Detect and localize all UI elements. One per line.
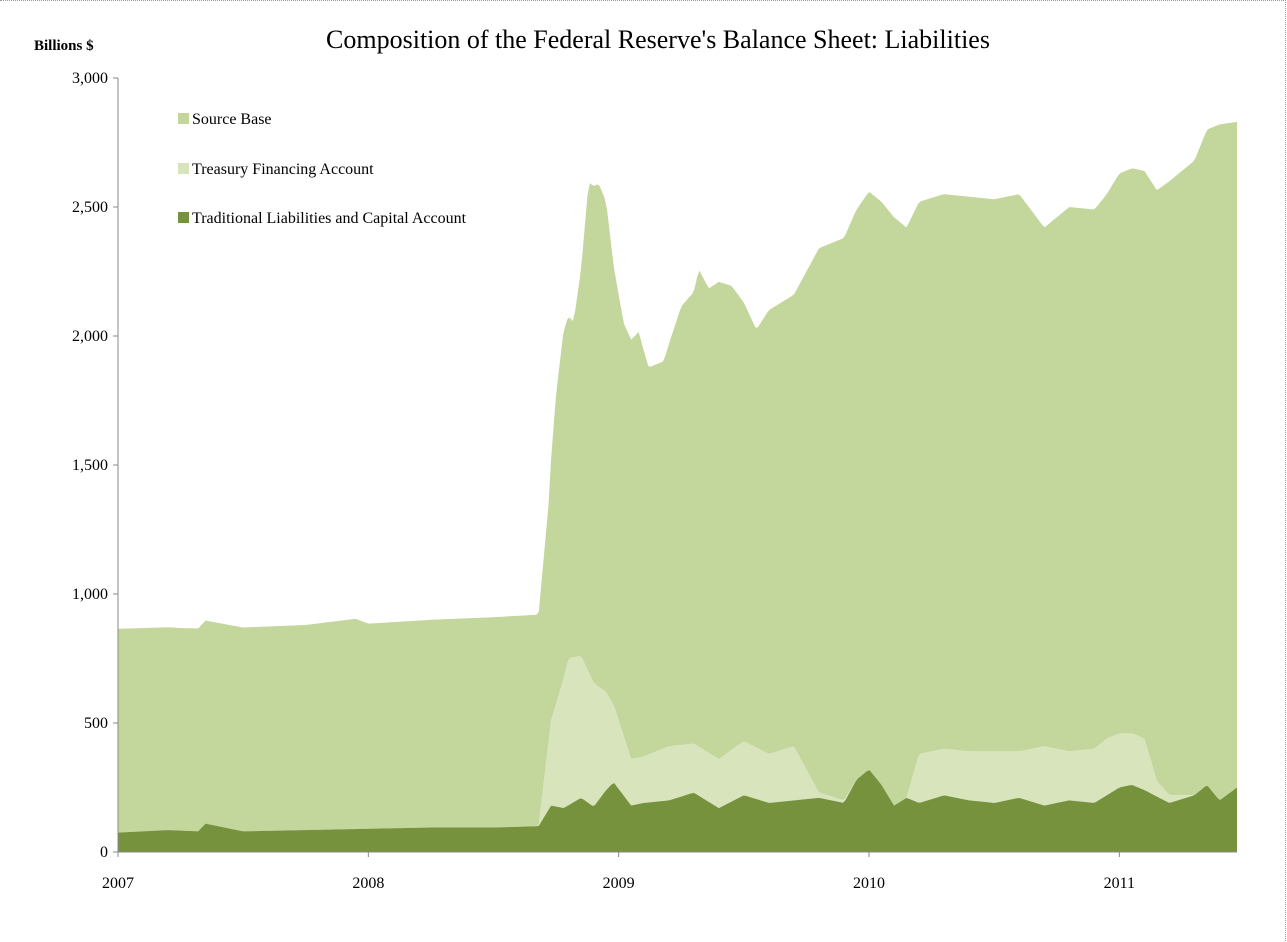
legend-swatch-source-base: [178, 113, 189, 124]
y-tick-label: 2,000: [72, 328, 108, 345]
y-axis-ticks: 0 500 1,000 1,500 2,000 2,500 3,000: [72, 70, 118, 861]
y-tick-label: 3,000: [72, 70, 108, 87]
x-tick-label: 2010: [853, 875, 885, 892]
area-treasury-financing: [118, 656, 1237, 833]
area-traditional-liabilities: [118, 770, 1237, 852]
x-axis-ticks: 2007 2008 2009 2010 2011: [102, 852, 1135, 892]
legend-label-traditional-liabilities: Traditional Liabilities and Capital Acco…: [192, 210, 467, 227]
y-tick-label: 2,500: [72, 199, 108, 216]
y-axis-unit-label: Billions $: [34, 38, 94, 54]
x-tick-label: 2011: [1104, 875, 1135, 892]
legend: Source Base Treasury Financing Account T…: [178, 111, 467, 227]
legend-swatch-treasury-financing: [178, 163, 189, 174]
area-series-group: [118, 121, 1237, 852]
y-tick-label: 1,000: [72, 586, 108, 603]
y-tick-label: 500: [84, 715, 108, 732]
legend-label-source-base: Source Base: [192, 111, 272, 128]
x-tick-label: 2008: [352, 875, 384, 892]
x-tick-label: 2009: [603, 875, 635, 892]
chart-title: Composition of the Federal Reserve's Bal…: [326, 25, 990, 54]
legend-swatch-traditional-liabilities: [178, 212, 189, 223]
area-source-base: [118, 121, 1237, 833]
legend-label-treasury-financing: Treasury Financing Account: [192, 161, 374, 178]
x-tick-label: 2007: [102, 875, 134, 892]
y-tick-label: 1,500: [72, 457, 108, 474]
y-tick-label: 0: [100, 844, 108, 861]
